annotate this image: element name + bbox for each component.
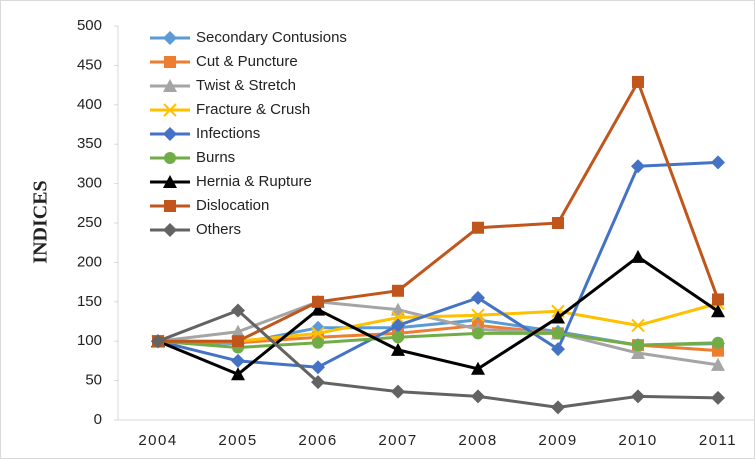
data-point <box>231 303 245 318</box>
data-point <box>551 400 565 415</box>
series-line <box>158 301 719 343</box>
y-tick-label: 500 <box>77 17 102 34</box>
data-point <box>552 327 564 340</box>
y-tick-label: 0 <box>94 411 102 428</box>
data-point <box>472 221 484 234</box>
data-point <box>712 336 724 349</box>
series-line <box>158 80 720 343</box>
legend-marker <box>163 127 177 141</box>
data-point <box>231 353 245 368</box>
data-point <box>631 346 645 360</box>
y-tick-label: 150 <box>77 293 102 310</box>
data-point <box>631 389 645 404</box>
data-point <box>471 389 485 404</box>
y-tick-label: 200 <box>77 253 102 270</box>
x-tick-label: 2009 <box>538 432 577 449</box>
legend-marker <box>164 200 176 212</box>
legend-marker <box>164 56 176 68</box>
legend-label: Fracture & Crush <box>196 101 310 118</box>
data-point <box>631 159 645 174</box>
x-tick-label: 2005 <box>218 432 257 449</box>
legend-label: Others <box>196 221 241 238</box>
y-tick-label: 300 <box>77 175 102 192</box>
x-tick-label: 2004 <box>138 432 177 449</box>
data-point <box>711 390 725 405</box>
data-point <box>391 310 405 325</box>
y-tick-label: 400 <box>77 96 102 113</box>
y-tick-label: 50 <box>85 372 102 389</box>
data-point <box>311 360 325 375</box>
legend-label: Secondary Contusions <box>196 29 347 46</box>
data-point <box>312 295 324 308</box>
legend-marker <box>163 79 177 92</box>
legend-label: Infections <box>196 125 260 142</box>
series-line <box>157 300 719 367</box>
data-point <box>231 324 245 338</box>
legend-label: Hernia & Rupture <box>196 173 312 190</box>
y-tick-label: 100 <box>77 332 102 349</box>
data-point <box>712 293 724 306</box>
data-point <box>711 304 725 318</box>
data-point <box>311 375 325 390</box>
series-line <box>157 331 719 350</box>
legend-marker <box>164 152 176 164</box>
series-line <box>157 308 719 409</box>
data-point <box>711 357 725 371</box>
legend-label: Dislocation <box>196 197 269 214</box>
data-point <box>472 327 484 340</box>
data-point <box>711 155 725 170</box>
y-tick-label: 450 <box>77 56 102 73</box>
y-tick-label: 250 <box>77 214 102 231</box>
data-point <box>551 310 565 324</box>
data-point <box>232 335 244 348</box>
x-tick-label: 2008 <box>458 432 497 449</box>
data-point <box>391 384 405 399</box>
data-point <box>231 367 245 381</box>
data-point <box>631 249 645 263</box>
data-point <box>391 318 405 333</box>
y-tick-label: 350 <box>77 135 102 152</box>
data-point <box>311 326 325 341</box>
data-point <box>631 318 645 333</box>
data-point <box>391 302 405 316</box>
legend-marker <box>163 223 177 237</box>
x-tick-label: 2010 <box>618 432 657 449</box>
data-point <box>632 75 644 88</box>
data-point <box>391 342 405 356</box>
data-point <box>552 217 564 229</box>
data-point <box>311 302 325 316</box>
legend-label: Cut & Puncture <box>196 53 298 70</box>
data-point <box>392 331 404 344</box>
data-point <box>392 284 404 297</box>
data-point <box>312 336 324 349</box>
data-point <box>471 308 485 322</box>
data-point <box>471 290 485 305</box>
data-point <box>151 334 165 349</box>
series-line <box>157 255 719 376</box>
x-tick-label: 2006 <box>298 432 337 449</box>
data-point <box>471 361 485 375</box>
x-tick-label: 2011 <box>699 432 737 449</box>
data-point <box>632 339 644 352</box>
y-axis-label: INDICES <box>30 180 52 263</box>
legend-marker <box>163 31 177 45</box>
data-point <box>551 342 565 357</box>
legend-label: Burns <box>196 149 235 166</box>
legend-label: Twist & Stretch <box>196 77 296 94</box>
x-tick-label: 2007 <box>378 432 417 449</box>
legend-marker <box>163 103 177 117</box>
legend-marker <box>163 175 177 188</box>
